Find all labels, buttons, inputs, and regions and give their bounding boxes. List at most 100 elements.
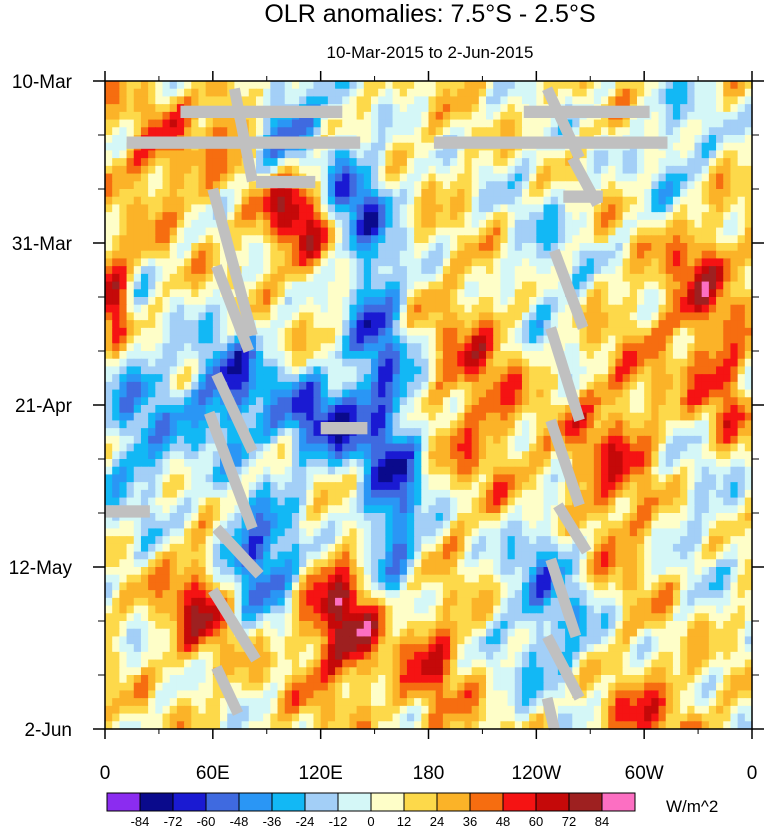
heatmap-cell [572, 88, 581, 98]
heatmap-cell [270, 405, 279, 414]
heatmap-cell [140, 96, 149, 105]
heatmap-cell [299, 474, 307, 483]
heatmap-cell [227, 497, 235, 506]
heatmap-cell [572, 358, 581, 368]
heatmap-cell [658, 289, 667, 298]
heatmap-cell [636, 181, 645, 190]
heatmap-cell [593, 351, 602, 360]
heatmap-cell [471, 104, 480, 113]
heatmap-cell [169, 366, 178, 375]
heatmap-cell [579, 435, 588, 445]
heatmap-cell [140, 104, 149, 113]
heatmap-cell [133, 104, 142, 113]
heatmap-cell [514, 111, 523, 121]
heatmap-cell [529, 343, 537, 352]
heatmap-cell [184, 258, 192, 267]
heatmap-cell [493, 466, 501, 476]
heatmap-cell [464, 351, 473, 360]
heatmap-cell [493, 443, 501, 452]
heatmap-cell [155, 451, 164, 460]
heatmap-cell [277, 266, 286, 275]
heatmap-cell [421, 96, 430, 105]
heatmap-cell [478, 497, 487, 506]
heatmap-cell [543, 119, 552, 128]
heatmap-cell [665, 351, 674, 360]
heatmap-cell [191, 412, 200, 422]
heatmap-cell [421, 435, 430, 445]
heatmap-cell [126, 235, 135, 244]
heatmap-cell [701, 127, 710, 136]
heatmap-cell [622, 243, 631, 252]
heatmap-cell [658, 335, 667, 344]
heatmap-cell [320, 466, 329, 476]
heatmap-cell [299, 482, 307, 491]
heatmap-cell [119, 258, 128, 267]
heatmap-cell [155, 435, 164, 445]
heatmap-cell [148, 281, 156, 290]
heatmap-cell [385, 219, 394, 229]
heatmap-cell [299, 405, 307, 414]
heatmap-cell [370, 389, 379, 398]
heatmap-cell [392, 459, 401, 468]
heatmap-cell [450, 104, 458, 113]
heatmap-cell [399, 381, 408, 391]
heatmap-cell [320, 281, 329, 290]
heatmap-cell [658, 374, 667, 383]
heatmap-cell [593, 320, 602, 329]
heatmap-cell [716, 289, 724, 298]
heatmap-cell [442, 88, 451, 98]
heatmap-cell [478, 489, 487, 499]
heatmap-cell [464, 281, 473, 290]
heatmap-cell [457, 320, 466, 329]
heatmap-cell [320, 196, 329, 206]
heatmap-cell [248, 420, 257, 429]
heatmap-cell [672, 289, 681, 298]
heatmap-cell [327, 158, 336, 167]
heatmap-cell [665, 366, 674, 375]
heatmap-cell [133, 289, 142, 298]
heatmap-cell [716, 381, 724, 391]
heatmap-cell [356, 389, 365, 398]
heatmap-cell [277, 389, 286, 398]
heatmap-cell [658, 250, 667, 260]
heatmap-cell [414, 173, 422, 182]
heatmap-cell [241, 88, 250, 98]
heatmap-cell [543, 189, 552, 198]
heatmap-cell [421, 258, 430, 267]
heatmap-cell [442, 181, 451, 190]
heatmap-cell [335, 459, 343, 468]
heatmap-cell [184, 312, 192, 321]
heatmap-cell [557, 428, 566, 437]
heatmap-cell [291, 281, 300, 290]
heatmap-cell [284, 412, 293, 422]
heatmap-cell [622, 474, 631, 483]
heatmap-cell [701, 104, 710, 113]
heatmap-cell [744, 181, 753, 190]
heatmap-cell [378, 312, 386, 321]
heatmap-cell [644, 150, 652, 159]
heatmap-cell [450, 212, 458, 221]
heatmap-cell [442, 266, 451, 275]
heatmap-cell [478, 104, 487, 113]
heatmap-cell [543, 405, 552, 414]
heatmap-cell [370, 250, 379, 260]
heatmap-cell [457, 212, 466, 221]
heatmap-cell [133, 196, 142, 206]
heatmap-cell [608, 381, 617, 391]
heatmap-cell [220, 258, 228, 267]
heatmap-cell [255, 451, 264, 460]
heatmap-cell [176, 451, 185, 460]
heatmap-cell [126, 127, 135, 136]
heatmap-cell [557, 88, 566, 98]
heatmap-cell [672, 497, 681, 506]
heatmap-cell [277, 196, 286, 206]
heatmap-cell [148, 482, 156, 491]
heatmap-cell [421, 405, 430, 414]
heatmap-cell [514, 273, 523, 283]
heatmap-cell [672, 420, 681, 429]
heatmap-cell [399, 158, 408, 167]
heatmap-cell [119, 497, 128, 506]
heatmap-cell [428, 327, 437, 337]
heatmap-cell [234, 451, 243, 460]
heatmap-cell [284, 474, 293, 483]
